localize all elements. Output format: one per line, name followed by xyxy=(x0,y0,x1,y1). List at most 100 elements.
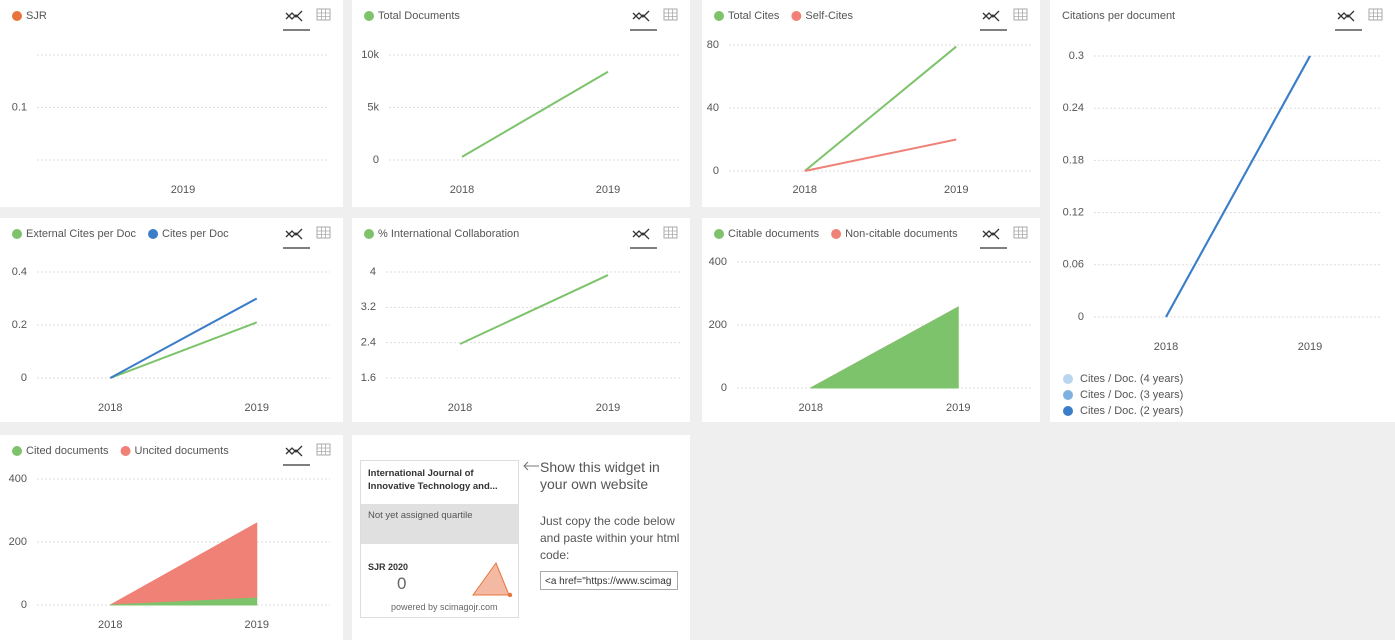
trend-icon xyxy=(285,445,303,457)
chart-panel: 0 0.06 0.12 0.18 0.24 0.3 2018 2019 Citations pe… xyxy=(1050,0,1395,422)
legend-dot xyxy=(148,229,159,239)
table-view-button[interactable] xyxy=(316,443,331,456)
chart-view-button[interactable] xyxy=(283,10,310,31)
legend-dot xyxy=(12,446,22,456)
legend-label: Uncited documents xyxy=(135,445,230,457)
chart-view-button[interactable] xyxy=(980,228,1007,249)
panel-bg xyxy=(352,218,690,422)
x-tick-label: 2019 xyxy=(946,402,970,414)
x-tick-label: 2019 xyxy=(596,184,620,196)
table-icon-lines xyxy=(317,444,330,455)
legend-dot xyxy=(120,446,131,456)
legend-dot xyxy=(364,229,374,239)
x-tick-label: 2018 xyxy=(448,402,472,414)
table-icon xyxy=(1013,226,1028,239)
x-tick-label: 2019 xyxy=(1298,341,1322,353)
widget-title: International Journal of Innovative Tech… xyxy=(368,468,498,492)
widget-preview[interactable]: International Journal of Innovative Tech… xyxy=(360,460,519,618)
trend-icon xyxy=(982,10,1000,22)
legend-label: Cited documents xyxy=(26,445,109,457)
arrow-icon xyxy=(523,461,539,471)
legend-label: External Cites per Doc xyxy=(26,228,137,240)
y-tick-label: 0.1 xyxy=(12,101,27,113)
widget-code-input[interactable]: <a href="https://www.scimag xyxy=(540,571,678,590)
legend-label: Cites per Doc xyxy=(162,228,229,240)
y-tick-label: 80 xyxy=(707,39,719,51)
panel-bg xyxy=(702,0,1040,207)
table-icon-lines xyxy=(664,227,677,238)
y-tick-label: 10k xyxy=(361,49,379,61)
chart-panel: 0 40 80 2018 2019 Total Cites Self-Cites xyxy=(702,0,1040,207)
table-view-button[interactable] xyxy=(1013,8,1028,21)
y-tick-label: 0.4 xyxy=(12,266,27,278)
y-tick-label: 3.2 xyxy=(361,301,376,313)
x-tick-label: 2018 xyxy=(1154,341,1178,353)
legend-label: Citable documents xyxy=(728,228,820,240)
y-tick-label: 0 xyxy=(1078,311,1084,323)
x-tick-label: 2019 xyxy=(245,619,269,631)
chart-view-button[interactable] xyxy=(283,445,310,466)
trend-icon xyxy=(982,228,1000,240)
line xyxy=(804,45,957,172)
trend-icon xyxy=(632,10,650,22)
line xyxy=(461,70,609,158)
widget-instructions: Just copy the code below and paste withi… xyxy=(540,514,680,562)
table-icon xyxy=(663,8,678,21)
y-tick-label: 0.12 xyxy=(1063,207,1084,219)
y-tick-label: 0.2 xyxy=(12,319,27,331)
legend-dot xyxy=(831,229,842,239)
chart-panel: 0.1 2019 SJR xyxy=(0,0,343,207)
line xyxy=(804,138,957,172)
y-tick-label: 0.18 xyxy=(1063,154,1084,166)
table-view-button[interactable] xyxy=(316,8,331,21)
table-view-button[interactable] xyxy=(316,226,331,239)
table-icon xyxy=(316,226,331,239)
table-icon-lines xyxy=(317,9,330,20)
table-icon xyxy=(663,226,678,239)
trend-icon xyxy=(1337,10,1355,22)
area xyxy=(810,306,959,389)
table-icon-lines xyxy=(1014,9,1027,20)
sparkline-dot xyxy=(507,592,513,597)
table-view-button[interactable] xyxy=(663,8,678,21)
widget-quartile: Not yet assigned quartile xyxy=(361,504,518,544)
legend-label: % International Collaboration xyxy=(378,228,519,240)
legend-dot xyxy=(791,11,802,21)
y-tick-label: 400 xyxy=(709,256,727,268)
chart-panel: 0 0.2 0.4 2018 2019 External Cites per Doc Cit… xyxy=(0,218,343,422)
table-view-button[interactable] xyxy=(1368,8,1383,21)
legend-label: Cites / Doc. (3 years) xyxy=(1080,389,1183,401)
x-tick-label: 2018 xyxy=(98,619,122,631)
table-view-button[interactable] xyxy=(663,226,678,239)
x-tick-label: 2019 xyxy=(245,402,269,414)
chart-view-button[interactable] xyxy=(283,228,310,249)
legend-label: Self-Cites xyxy=(805,10,853,22)
line xyxy=(109,321,258,379)
chart-view-button[interactable] xyxy=(980,10,1007,31)
x-tick-label: 2018 xyxy=(98,402,122,414)
y-tick-label: 0.06 xyxy=(1063,259,1084,271)
legend-dot xyxy=(1063,406,1073,416)
widget-sjr-value: 0 xyxy=(397,574,407,593)
legend-dot xyxy=(364,11,374,21)
trend-icon xyxy=(285,10,303,22)
trend-icon xyxy=(285,228,303,240)
y-tick-label: 200 xyxy=(9,536,27,548)
chart-view-button[interactable] xyxy=(1335,10,1362,31)
widget-heading: Show this widget in your own website xyxy=(540,459,660,492)
widget-powered: powered by scimagojr.com xyxy=(391,602,498,612)
x-tick-label: 2018 xyxy=(799,402,823,414)
panel-bg xyxy=(352,0,690,207)
table-view-button[interactable] xyxy=(1013,226,1028,239)
widget-panel: International Journal of Innovative Tech… xyxy=(352,435,690,640)
area xyxy=(110,597,258,606)
legend-dot xyxy=(714,11,724,21)
chart-view-button[interactable] xyxy=(630,10,657,31)
panel-bg xyxy=(0,435,343,640)
sparkline-area xyxy=(472,561,510,596)
chart-view-button[interactable] xyxy=(630,228,657,249)
y-tick-label: 1.6 xyxy=(361,372,376,384)
table-icon xyxy=(1368,8,1383,21)
chart-panel: 1.6 2.4 3.2 4 2018 2019 % International Collab… xyxy=(352,218,690,422)
